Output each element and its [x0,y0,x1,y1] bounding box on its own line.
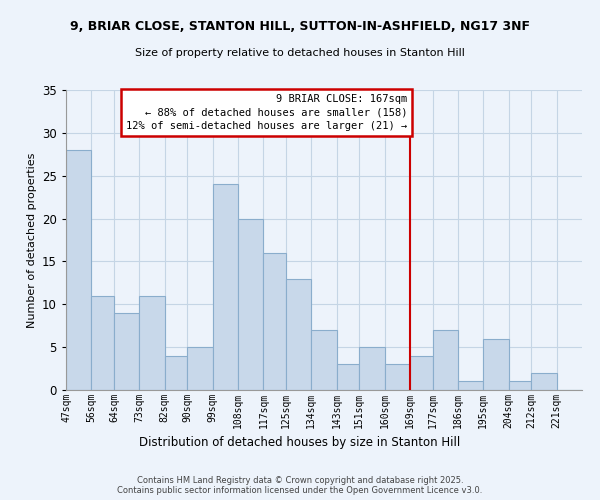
Bar [433,330,458,390]
Text: Contains HM Land Registry data © Crown copyright and database right 2025.
Contai: Contains HM Land Registry data © Crown c… [118,476,482,495]
Bar [385,364,410,390]
Bar [91,296,114,390]
Y-axis label: Number of detached properties: Number of detached properties [26,152,37,328]
Text: Size of property relative to detached houses in Stanton Hill: Size of property relative to detached ho… [135,48,465,58]
Text: Distribution of detached houses by size in Stanton Hill: Distribution of detached houses by size … [139,436,461,449]
Bar [286,278,311,390]
Bar [263,253,286,390]
Bar [531,373,557,390]
Bar [164,356,187,390]
Bar [139,296,164,390]
Text: 9 BRIAR CLOSE: 167sqm
← 88% of detached houses are smaller (158)
12% of semi-det: 9 BRIAR CLOSE: 167sqm ← 88% of detached … [126,94,407,130]
Bar [337,364,359,390]
Bar [458,382,484,390]
Bar [187,347,212,390]
Bar [509,382,531,390]
Bar [359,347,385,390]
Text: 9, BRIAR CLOSE, STANTON HILL, SUTTON-IN-ASHFIELD, NG17 3NF: 9, BRIAR CLOSE, STANTON HILL, SUTTON-IN-… [70,20,530,33]
Bar [66,150,91,390]
Bar [238,218,263,390]
Bar [114,313,139,390]
Bar [410,356,433,390]
Bar [311,330,337,390]
Bar [212,184,238,390]
Bar [484,338,509,390]
